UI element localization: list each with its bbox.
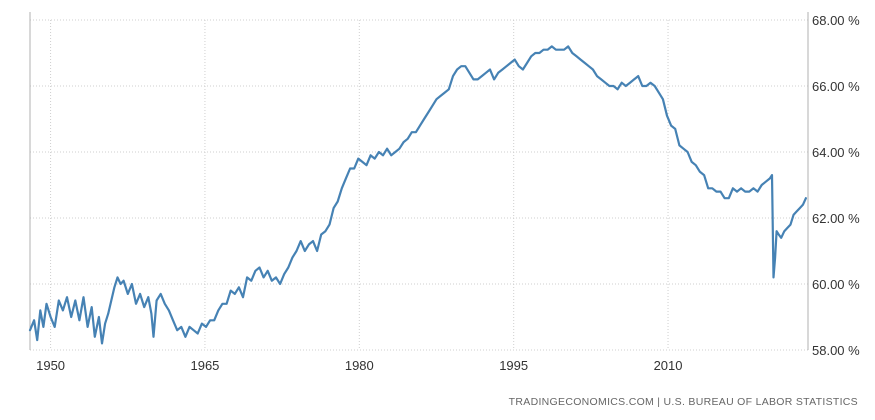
y-tick-label: 64.00 % [812,145,860,160]
y-tick-label: 58.00 % [812,343,860,358]
y-axis-ticks: 58.00 % 60.00 % 62.00 % 64.00 % 66.00 % 68.00… [812,13,860,358]
y-tick-label: 68.00 % [812,13,860,28]
series-group [28,45,807,345]
axes [29,12,809,350]
y-tick-label: 60.00 % [812,277,860,292]
y-tick-label: 62.00 % [812,211,860,226]
x-tick-label: 1995 [499,358,528,373]
x-axis-ticks: 1950 1965 1980 1995 2010 [36,358,682,373]
x-tick-label: 1980 [345,358,374,373]
grid [30,19,808,351]
series-line [28,45,807,345]
x-tick-label: 2010 [654,358,683,373]
x-tick-label: 1950 [36,358,65,373]
y-tick-label: 66.00 % [812,79,860,94]
source-attribution: TRADINGECONOMICS.COM | U.S. BUREAU OF LA… [509,396,858,408]
x-tick-label: 1965 [190,358,219,373]
